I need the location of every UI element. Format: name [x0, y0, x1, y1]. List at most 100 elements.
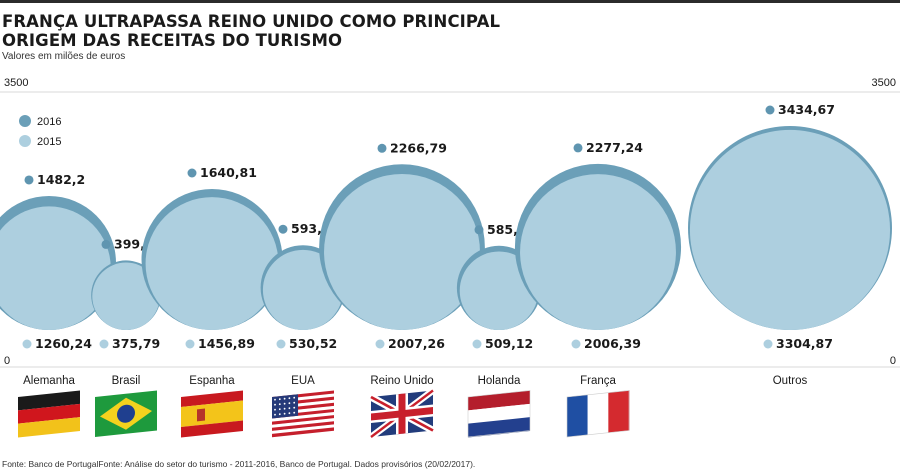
flag-canton — [272, 394, 299, 419]
y-axis-top-right-label: 3500 — [872, 77, 896, 89]
value-label-2015: 530,52 — [289, 336, 337, 351]
label-marker-2016 — [24, 175, 34, 185]
flag-border — [566, 390, 630, 438]
category-label: Holanda — [478, 375, 521, 387]
label-marker-2016 — [187, 168, 197, 178]
y-axis-top-left-label: 3500 — [4, 77, 28, 89]
category-label: Reino Unido — [370, 375, 433, 387]
chart-title: FRANÇA ULTRAPASSA REINO UNIDO COMO PRINC… — [2, 12, 702, 50]
flag-emblem — [197, 408, 205, 422]
y-axis-bottom-right-label: 0 — [890, 355, 896, 367]
label-marker-2015 — [99, 339, 109, 349]
value-label-2016: 2266,79 — [390, 140, 447, 155]
category-label: França — [580, 375, 616, 387]
bubble-2015-frança — [520, 174, 676, 330]
flag-cross — [371, 406, 433, 421]
flag-stripe — [272, 424, 334, 435]
label-marker-2015 — [763, 339, 773, 349]
flag-star — [293, 401, 296, 404]
value-label-2015: 509,12 — [485, 336, 533, 351]
label-marker-2015 — [276, 339, 286, 349]
flag-stripe — [272, 421, 334, 432]
flag-stripe — [272, 415, 334, 425]
source-note: Fonte: Banco de PortugalFonte: Análise d… — [2, 459, 476, 469]
flag-star — [278, 398, 281, 401]
flag-stripe — [181, 400, 243, 427]
usa-flag — [272, 390, 334, 438]
value-label-2016: 1640,81 — [200, 165, 257, 180]
category-label: Outros — [773, 375, 808, 387]
brazil-flag — [95, 390, 157, 437]
title-line-1: FRANÇA ULTRAPASSA REINO UNIDO COMO PRINC… — [2, 12, 501, 31]
bubble-2015-espanha — [145, 197, 279, 330]
flag-star — [288, 397, 291, 400]
flag-star — [293, 396, 296, 399]
category-label: Espanha — [189, 375, 235, 387]
label-marker-2016 — [573, 143, 583, 153]
flag-stripe — [181, 390, 243, 407]
label-marker-2015 — [185, 339, 195, 349]
flag-star — [274, 398, 276, 401]
flag-star — [283, 402, 286, 405]
top-rule — [0, 0, 900, 3]
category-label: Brasil — [112, 375, 141, 387]
bubble-2015-outros — [689, 129, 891, 330]
label-marker-2016 — [377, 143, 387, 153]
flag-stripe — [18, 417, 80, 438]
value-label-2016: 2277,24 — [586, 140, 643, 155]
flag-star — [288, 412, 291, 415]
legend-2015-label: 2015 — [37, 136, 61, 148]
flag-star — [293, 406, 296, 409]
flag-stripe — [567, 394, 588, 437]
label-marker-2016 — [278, 224, 288, 234]
legend-2016-label: 2016 — [37, 116, 61, 128]
france-flag — [566, 390, 630, 438]
label-marker-2015 — [571, 339, 581, 349]
flag-stripe — [18, 403, 80, 424]
label-marker-2016 — [101, 239, 111, 249]
flag-stripe — [18, 390, 80, 411]
flag-globe — [117, 404, 135, 423]
category-label: Alemanha — [23, 375, 75, 387]
flag-stripe — [181, 420, 243, 438]
flag-star — [293, 411, 296, 414]
flag-star — [278, 413, 281, 416]
flag-star — [274, 403, 276, 406]
flag-stripe — [587, 392, 609, 435]
y-axis-bottom-left-label: 0 — [4, 355, 10, 367]
value-label-2015: 375,79 — [112, 336, 160, 351]
flag-stripe — [468, 403, 530, 424]
flag-star — [283, 407, 286, 410]
netherlands-flag — [467, 390, 531, 438]
value-label-2016: 1482,2 — [37, 172, 85, 187]
value-label-2016: 3434,67 — [778, 102, 835, 117]
value-label-2015: 3304,87 — [776, 336, 833, 351]
label-marker-2015 — [472, 339, 482, 349]
flag-star — [288, 407, 291, 410]
value-label-2015: 1260,24 — [35, 336, 92, 351]
category-label: EUA — [291, 375, 315, 387]
uk-flag — [369, 387, 435, 440]
legend-2015-swatch — [19, 135, 31, 147]
flag-stripe — [272, 412, 334, 422]
germany-flag — [18, 390, 80, 438]
label-marker-2015 — [375, 339, 385, 349]
flag-star — [278, 403, 281, 406]
label-marker-2016 — [474, 225, 484, 235]
flag-stripe — [272, 427, 334, 438]
bubble-2015-reino-unido — [324, 174, 480, 330]
legend-2016-swatch — [19, 115, 31, 127]
bubble-2015-brasil — [92, 262, 160, 330]
flag-star — [274, 408, 276, 411]
flag-star — [288, 402, 291, 405]
value-label-2015: 2007,26 — [388, 336, 445, 351]
flag-star — [283, 397, 286, 400]
bubble-2015-alemanha — [0, 206, 111, 330]
spain-flag — [181, 390, 243, 438]
flag-border — [467, 390, 531, 438]
value-label-2015: 1456,89 — [198, 336, 255, 351]
chart-subtitle: Valores em milões de euros — [2, 51, 126, 62]
flag-star — [283, 412, 286, 415]
flag-stripe — [608, 390, 630, 433]
